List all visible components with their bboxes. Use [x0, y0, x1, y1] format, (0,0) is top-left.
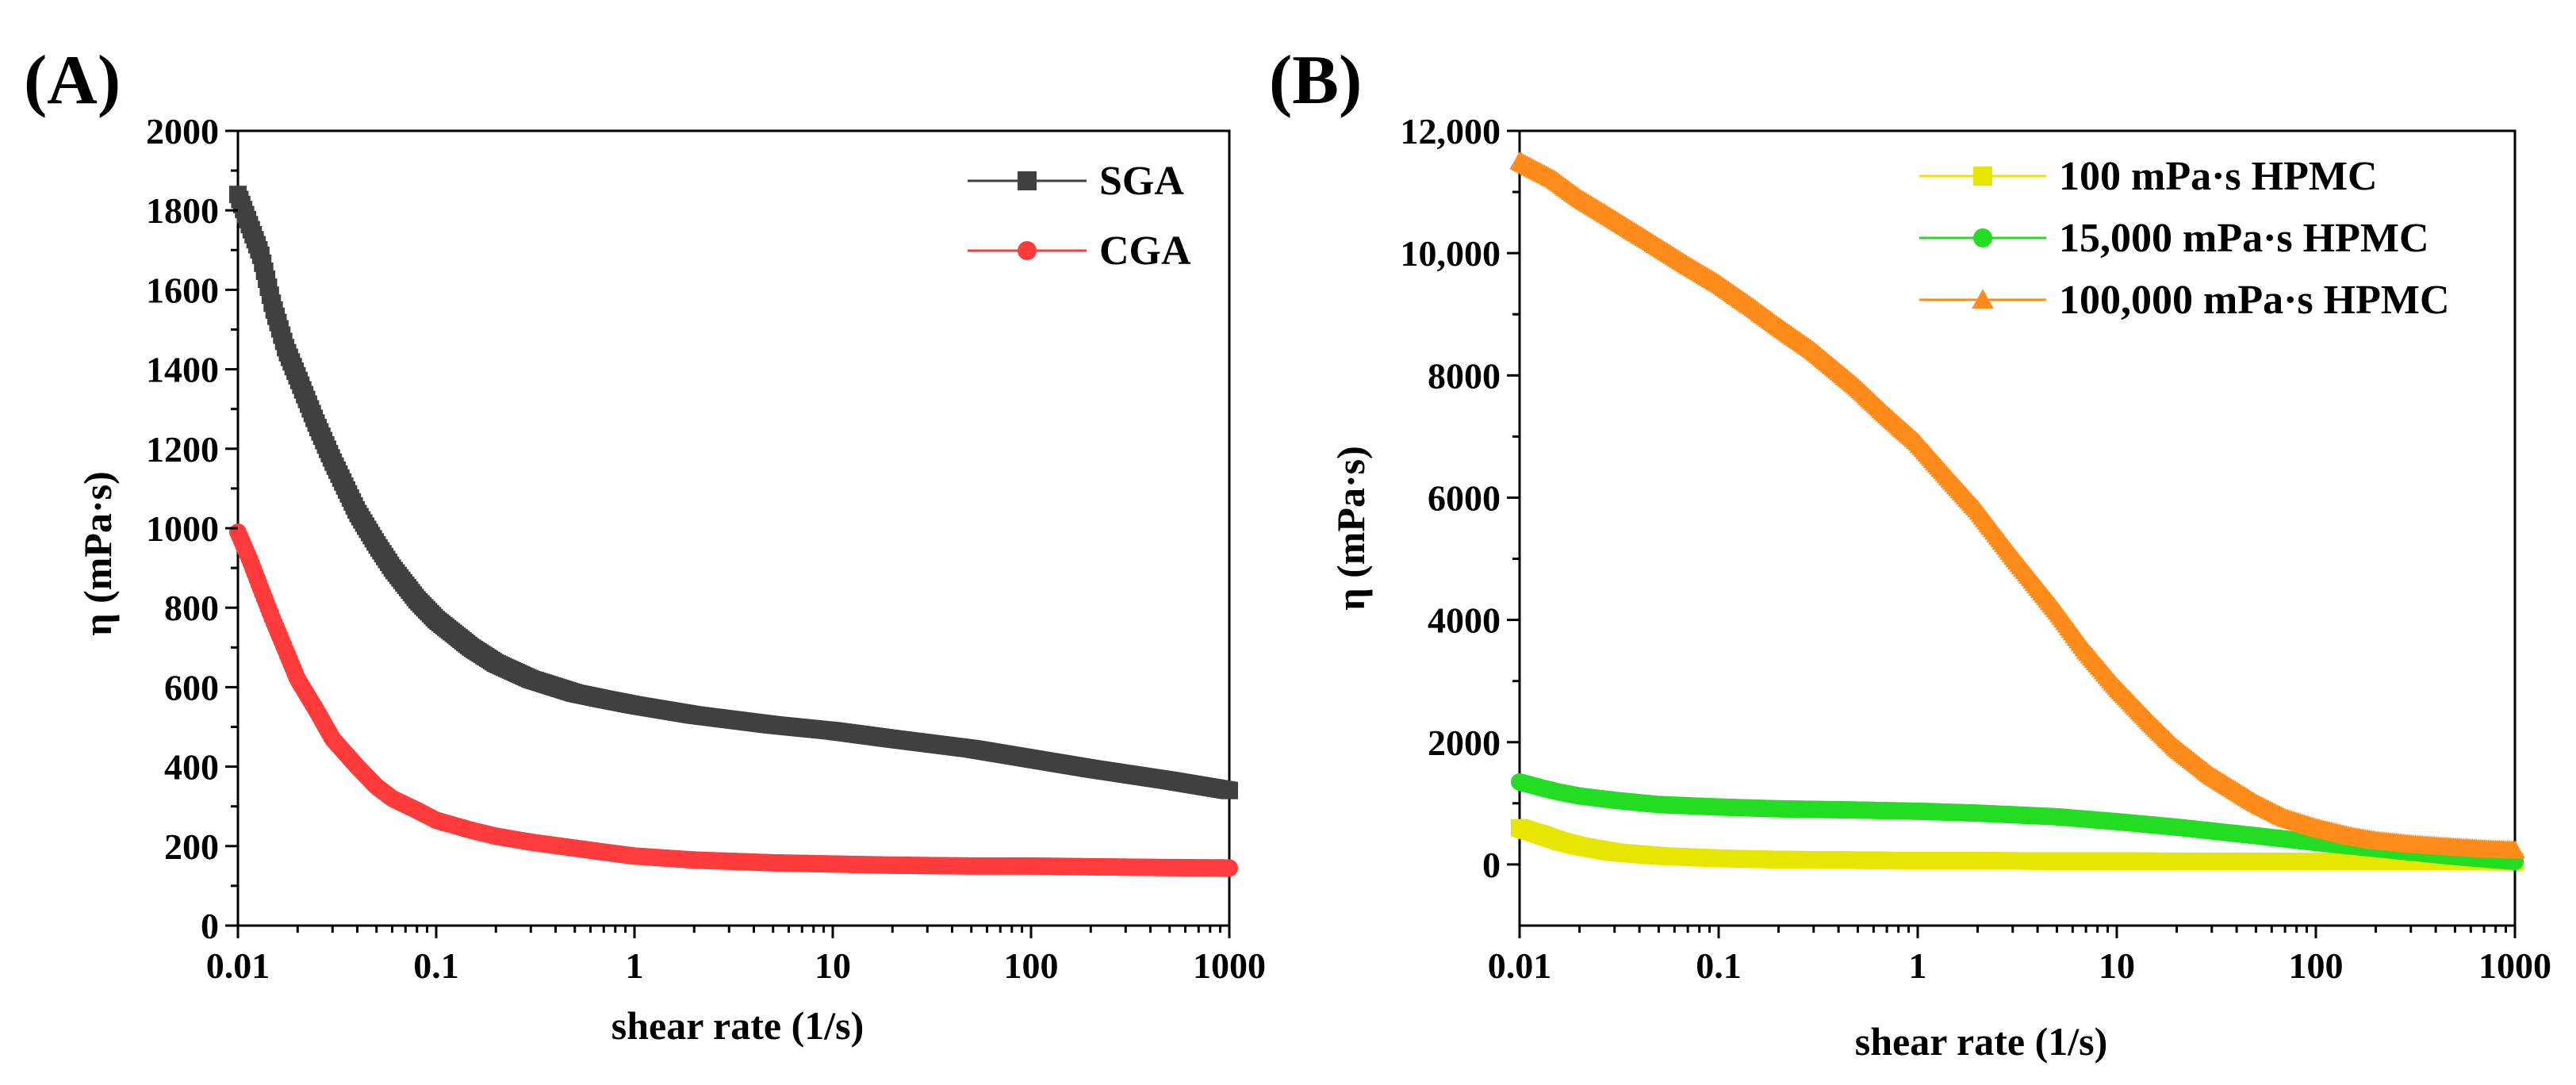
x-tick-label: 0.1	[413, 945, 459, 986]
series-cga	[229, 523, 1238, 877]
data-point	[1221, 781, 1238, 799]
y-tick-label: 1200	[146, 429, 219, 470]
legend-label: CGA	[1099, 228, 1191, 274]
legend-marker	[1973, 167, 1992, 186]
x-tick-label: 10	[2099, 945, 2135, 986]
panel-b-legend: 100 mPa·s HPMC 15,000 mPa·s HPMC 100,000 m…	[1919, 154, 2450, 323]
x-tick-label: 1000	[1193, 945, 1266, 986]
panel-a: (A) 0.01 0.1 1 10 100 1000 0 200 400 600 800 1000 12…	[24, 42, 1266, 1048]
legend-marker	[1018, 241, 1037, 260]
x-tick-label: 1000	[2478, 945, 2551, 986]
y-tick-label: 4000	[1428, 600, 1501, 641]
y-tick-label: 600	[164, 667, 219, 707]
y-tick-label: 8000	[1428, 355, 1501, 396]
legend-marker	[1018, 171, 1037, 190]
y-tick-label: 12,000	[1401, 111, 1501, 151]
panel-a-label: (A)	[24, 42, 121, 119]
panel-b-label: (B)	[1269, 42, 1362, 119]
y-tick-label: 1000	[146, 508, 219, 549]
y-tick-label: 400	[164, 747, 219, 788]
y-tick-label: 0	[201, 906, 219, 946]
panel-b-plot-area	[1509, 151, 2525, 871]
y-tick-label: 2000	[146, 111, 219, 151]
y-tick-label: 200	[164, 826, 219, 867]
legend-label: 100,000 mPa·s HPMC	[2059, 278, 2450, 323]
y-tick-label: 800	[164, 588, 219, 628]
x-tick-label: 1	[626, 945, 644, 986]
y-tick-label: 2000	[1428, 723, 1501, 763]
panel-a-y-axis-title: η (mPa·s)	[75, 471, 120, 636]
x-tick-label: 0.01	[1488, 945, 1552, 986]
series-sga	[229, 186, 1238, 799]
panel-b: (B) 0.01 0.1 1 10 100 1000 0 2000 4000 6000 8000 10…	[1269, 42, 2551, 1064]
x-tick-label: 1	[1909, 945, 1927, 986]
y-tick-label: 1600	[146, 270, 219, 310]
panel-a-x-axis-title: shear rate (1/s)	[611, 1003, 864, 1048]
x-tick-label: 0.01	[206, 945, 270, 986]
x-tick-label: 100	[1004, 945, 1059, 986]
y-tick-label: 1400	[146, 350, 219, 390]
data-point	[2505, 840, 2525, 859]
series-100-000-mpa-s-hpmc	[1509, 151, 2525, 859]
y-tick-label: 0	[1482, 845, 1501, 885]
plot-frame	[1518, 129, 2517, 927]
legend-marker	[1973, 228, 1992, 247]
y-tick-label: 6000	[1428, 477, 1501, 518]
panel-a-plot-area	[229, 186, 1238, 877]
y-tick-label: 10,000	[1401, 233, 1501, 274]
data-point	[1221, 859, 1238, 877]
legend-marker	[1972, 289, 1994, 309]
x-tick-label: 0.1	[1696, 945, 1742, 986]
legend-label: 15,000 mPa·s HPMC	[2059, 216, 2429, 261]
x-tick-label: 10	[815, 945, 851, 986]
legend-label: 100 mPa·s HPMC	[2059, 154, 2378, 199]
legend-label: SGA	[1099, 159, 1184, 204]
y-tick-label: 1800	[146, 190, 219, 231]
panel-b-y-axis-title: η (mPa·s)	[1328, 446, 1373, 611]
x-tick-label: 100	[2289, 945, 2344, 986]
panel-b-x-axis-title: shear rate (1/s)	[1855, 1019, 2107, 1064]
panel-a-legend: SGA CGA	[968, 159, 1191, 274]
